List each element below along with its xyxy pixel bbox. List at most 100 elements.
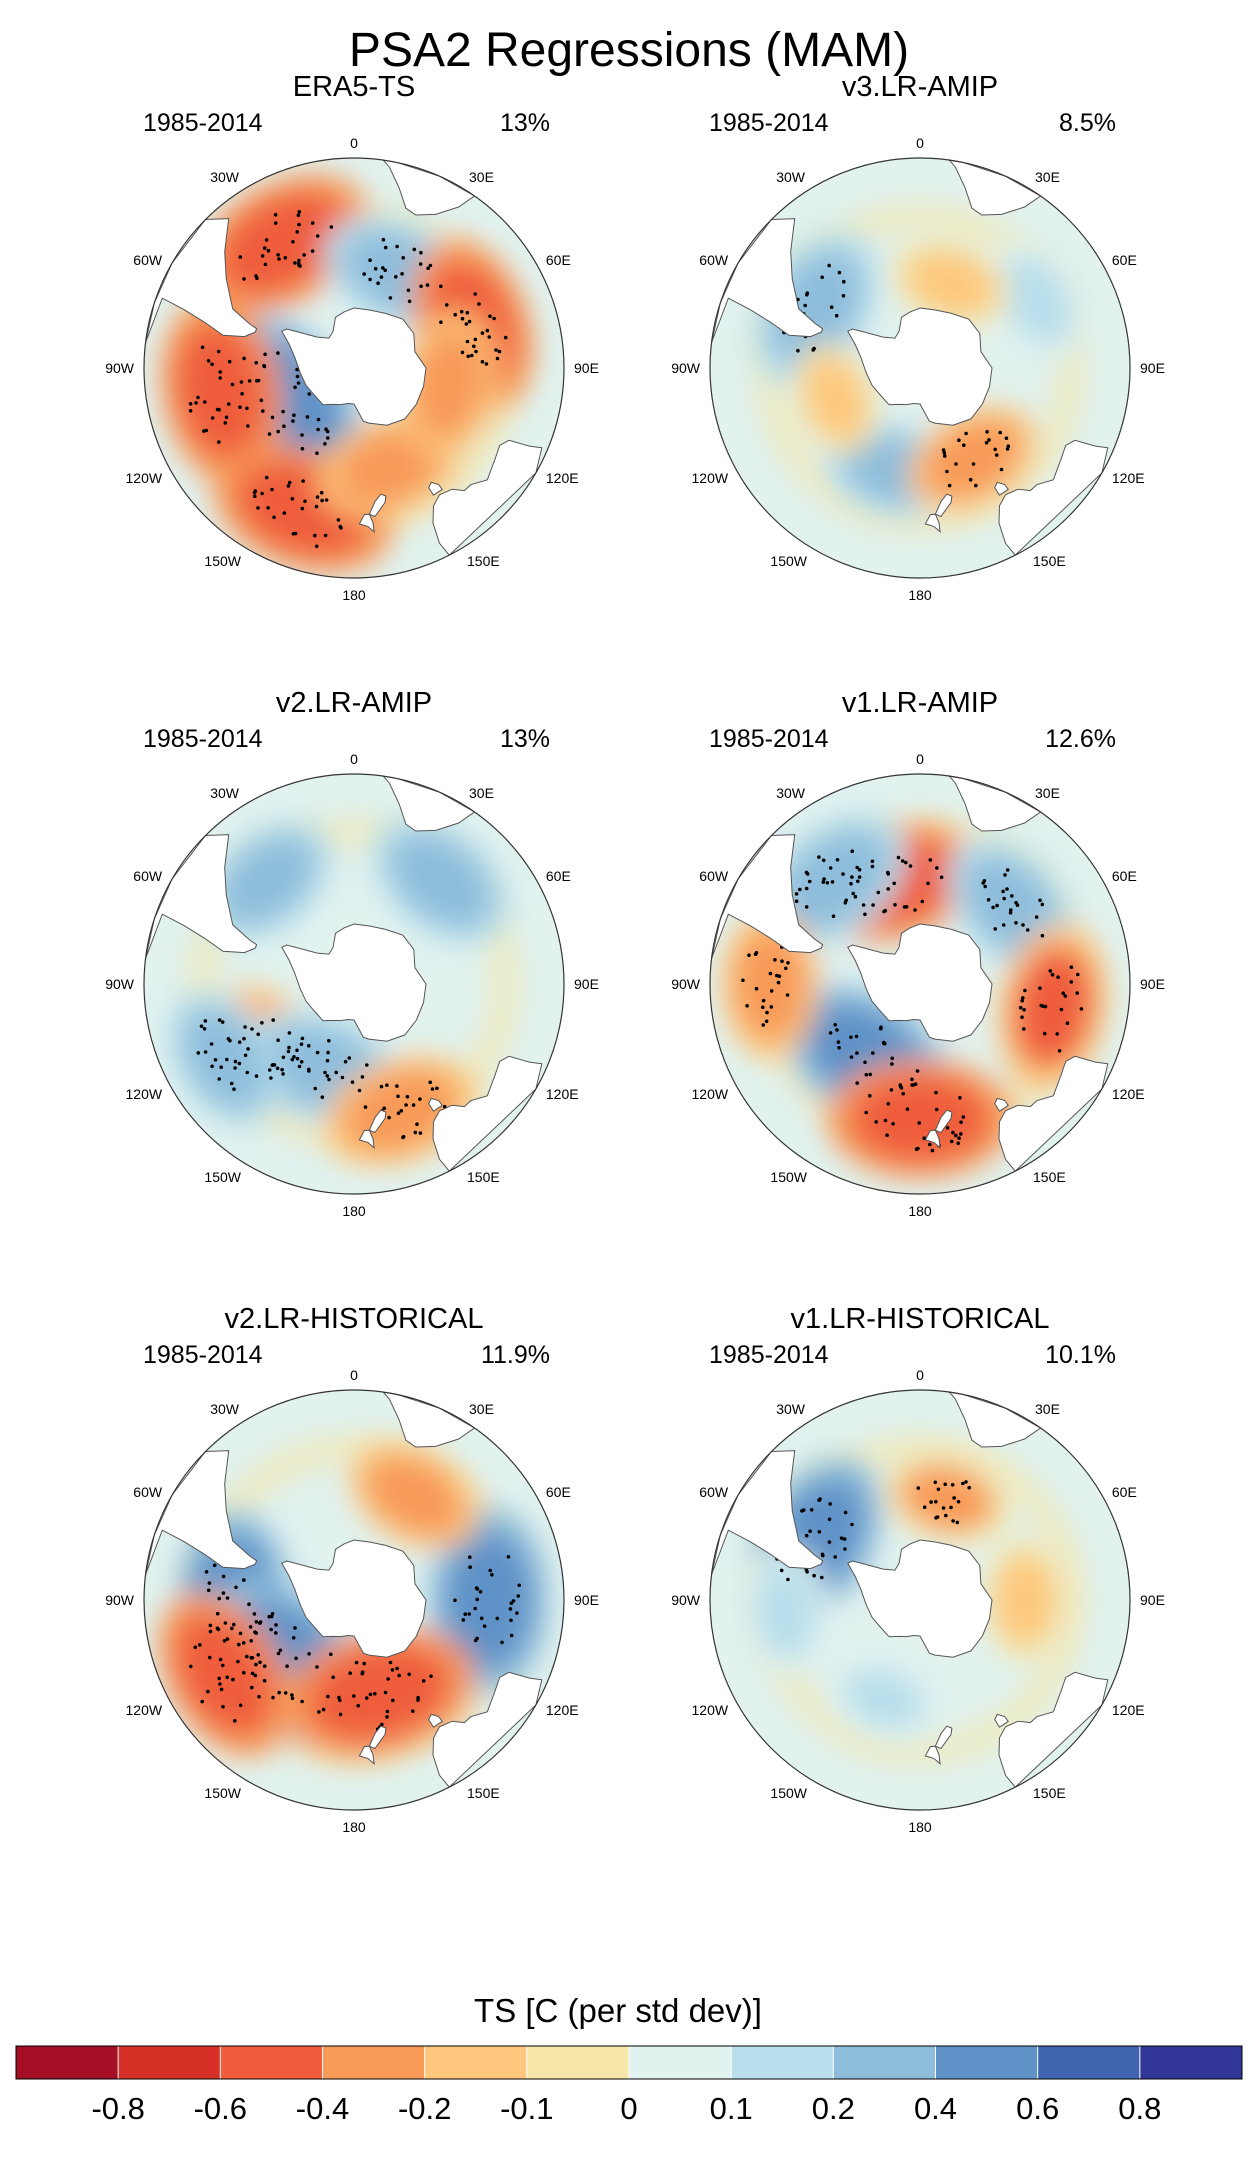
anomaly-region	[218, 191, 346, 295]
significance-dot	[945, 1126, 950, 1130]
longitude-tick-label: 30E	[469, 785, 494, 801]
longitude-tick-label: 120W	[126, 470, 163, 486]
significance-dot	[248, 1625, 253, 1629]
significance-dot	[463, 1612, 468, 1616]
significance-dot	[292, 413, 296, 418]
significance-dot	[238, 255, 243, 259]
significance-dot	[467, 1612, 472, 1616]
significance-dot	[509, 1618, 513, 1623]
significance-dot	[331, 1675, 336, 1680]
significance-dot	[886, 1102, 891, 1106]
significance-dot	[323, 442, 327, 446]
significance-dot	[313, 1086, 318, 1091]
significance-dot	[221, 1704, 225, 1709]
significance-dot	[218, 376, 222, 380]
anomaly-region	[307, 1644, 450, 1741]
land-africa	[381, 159, 476, 216]
panel-period: 1985-2014	[143, 109, 263, 137]
significance-dot	[439, 284, 443, 289]
significance-dot	[196, 395, 200, 400]
significance-dot	[299, 1060, 304, 1064]
significance-dot	[225, 1637, 230, 1641]
significance-dot	[336, 518, 341, 522]
significance-dot	[864, 1110, 868, 1115]
significance-dot	[864, 1073, 869, 1077]
significance-dot	[400, 272, 404, 276]
significance-dot	[256, 1653, 261, 1657]
significance-dot	[784, 966, 788, 971]
significance-dot	[237, 1642, 241, 1647]
significance-dot	[1006, 444, 1011, 449]
significance-dot	[327, 1077, 331, 1082]
significance-dot	[254, 361, 258, 365]
significance-dot	[850, 875, 854, 879]
significance-dot	[916, 1486, 921, 1490]
significance-dot	[796, 348, 800, 353]
significance-dot	[297, 263, 301, 267]
significance-dot	[217, 1676, 221, 1681]
significance-dot	[189, 1664, 193, 1669]
significance-dot	[967, 1485, 971, 1490]
significance-dot	[954, 462, 958, 466]
significance-dot	[266, 248, 271, 253]
significance-dot	[291, 532, 296, 536]
significance-dot	[1009, 908, 1013, 912]
significance-dot	[993, 447, 997, 452]
significance-dot	[465, 339, 470, 344]
significance-dot	[324, 498, 329, 502]
significance-dot	[492, 316, 496, 321]
significance-dot	[849, 1055, 854, 1059]
land-masses	[145, 775, 543, 1172]
significance-dot	[800, 1509, 804, 1513]
significance-dot	[922, 1136, 926, 1140]
longitude-tick-label: 60E	[546, 1484, 571, 1500]
significance-dot	[274, 1623, 278, 1627]
longitude-tick-label: 180	[342, 1203, 366, 1219]
significance-dot	[1048, 969, 1053, 973]
significance-dot	[260, 491, 264, 496]
significance-dot	[188, 409, 193, 413]
significance-dot	[901, 1091, 905, 1096]
colorbar-tick-label: -0.6	[194, 2091, 247, 2126]
significance-dot	[886, 870, 890, 875]
significance-dot	[776, 980, 781, 985]
significance-dot	[747, 953, 751, 957]
significance-dot	[315, 451, 319, 456]
significance-dot	[821, 1553, 825, 1558]
significance-dot	[425, 283, 430, 287]
significance-dot	[262, 246, 267, 250]
colorbar-swatch	[629, 2046, 732, 2079]
significance-dot	[326, 436, 330, 440]
longitude-tick-label: 180	[908, 1819, 932, 1835]
significance-dot	[1069, 965, 1074, 969]
significance-dot	[300, 1036, 305, 1041]
longitude-tick-label: 60W	[699, 868, 729, 884]
significance-dot	[290, 496, 295, 501]
land-australia	[998, 1055, 1109, 1172]
significance-dot	[294, 1656, 298, 1661]
significance-dot	[974, 483, 978, 488]
significance-dot	[296, 381, 301, 385]
significance-dot	[216, 1627, 221, 1632]
land-antarctica	[847, 1539, 993, 1658]
significance-dot	[484, 362, 489, 366]
significance-dot	[482, 1624, 487, 1628]
figure-title: PSA2 Regressions (MAM)	[349, 24, 909, 77]
longitude-tick-label: 60W	[699, 252, 729, 268]
significance-dot	[1002, 896, 1006, 901]
significance-dot	[262, 1678, 267, 1683]
longitude-tick-label: 120W	[126, 1702, 163, 1718]
significance-dot	[822, 877, 826, 881]
significance-dot	[329, 225, 334, 229]
longitude-tick-label: 180	[342, 587, 366, 603]
map-panel: v2.LR-AMIP 1985-2014 13% 0 30E 60E 90E 120E 150E…	[105, 687, 599, 1219]
significance-dot	[233, 1059, 238, 1064]
significance-dot	[1023, 988, 1027, 993]
land-tasmania	[428, 1713, 443, 1728]
map-field	[710, 1390, 1130, 1810]
significance-dot	[415, 1122, 419, 1126]
panel-period: 1985-2014	[709, 1341, 829, 1369]
significance-dot	[955, 1520, 960, 1525]
significance-dot	[480, 331, 485, 335]
significance-dot	[293, 1626, 297, 1630]
